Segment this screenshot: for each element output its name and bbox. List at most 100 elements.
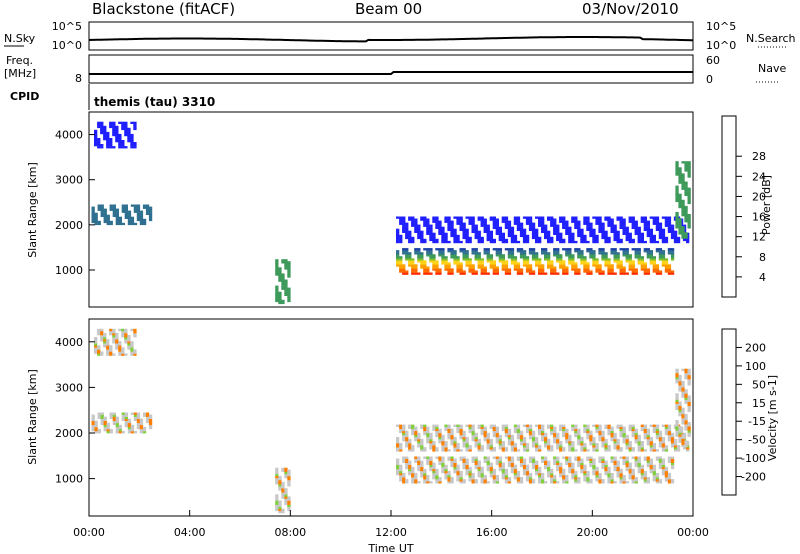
data-cell <box>528 456 533 459</box>
data-cell <box>652 449 656 452</box>
data-cell <box>414 477 418 480</box>
nave-top-tick: 60 <box>706 54 720 67</box>
data-cell <box>489 262 493 265</box>
data-cell <box>525 238 530 242</box>
data-cell <box>684 426 688 429</box>
data-cell <box>432 240 436 244</box>
data-cell <box>396 464 400 468</box>
data-cell <box>133 208 138 211</box>
data-cell <box>592 228 596 231</box>
data-cell <box>121 210 125 213</box>
data-cell <box>103 133 107 137</box>
data-cell <box>519 479 524 482</box>
data-cell <box>471 272 475 275</box>
data-cell <box>631 268 635 271</box>
data-cell <box>592 424 596 427</box>
data-cell <box>516 424 521 427</box>
data-cell <box>655 250 660 253</box>
data-cell <box>405 441 409 444</box>
data-cell <box>483 475 487 478</box>
data-cell <box>616 470 620 474</box>
data-cell <box>444 260 448 263</box>
data-cell <box>417 226 421 229</box>
data-cell <box>287 477 291 481</box>
data-cell <box>133 123 137 126</box>
data-cell <box>453 470 457 474</box>
data-cell <box>447 250 451 253</box>
data-cell <box>562 266 566 269</box>
data-cell <box>462 272 466 275</box>
data-cell <box>480 445 484 448</box>
data-cell <box>432 475 436 478</box>
data-cell <box>399 449 403 452</box>
data-cell <box>655 226 660 229</box>
data-cell <box>124 214 128 217</box>
data-cell <box>435 224 439 227</box>
data-cell <box>547 232 551 235</box>
data-cell <box>525 266 530 269</box>
data-cell <box>275 504 279 507</box>
data-cell <box>468 445 472 448</box>
data-cell <box>661 262 666 265</box>
data-cell <box>592 240 596 244</box>
data-cell <box>646 430 650 434</box>
data-cell <box>658 443 663 446</box>
data-cell <box>124 330 128 334</box>
data-cell <box>498 230 502 233</box>
data-cell <box>471 250 475 253</box>
data-cell <box>417 481 421 484</box>
data-cell <box>456 426 460 429</box>
data-cell <box>673 234 678 238</box>
data-cell <box>456 236 460 240</box>
colorbar-tick-label: 12 <box>752 231 766 244</box>
data-cell <box>607 449 611 452</box>
data-cell <box>284 475 288 479</box>
data-cell <box>441 436 445 440</box>
data-cell <box>522 228 527 231</box>
data-cell <box>432 266 436 269</box>
data-cell <box>459 216 463 219</box>
data-cell <box>402 436 406 440</box>
data-cell <box>109 206 113 209</box>
data-cell <box>94 140 98 143</box>
data-cell <box>504 248 509 251</box>
data-cell <box>684 205 688 209</box>
data-cell <box>513 222 518 225</box>
data-cell <box>435 475 439 478</box>
data-cell <box>486 238 490 242</box>
data-cell <box>544 234 548 238</box>
data-cell <box>547 438 551 442</box>
data-cell <box>417 254 421 257</box>
data-cell <box>91 428 95 432</box>
data-cell <box>601 436 605 440</box>
data-cell <box>112 121 116 124</box>
data-cell <box>684 376 688 380</box>
data-cell <box>577 256 581 259</box>
data-cell <box>684 187 688 190</box>
freq-label: Freq. <box>6 54 33 67</box>
data-cell <box>97 125 101 129</box>
data-cell <box>613 436 617 440</box>
data-cell <box>423 424 427 427</box>
data-cell <box>664 260 669 263</box>
data-cell <box>507 428 512 432</box>
data-cell <box>414 250 418 253</box>
data-cell <box>607 472 611 476</box>
data-cell <box>634 270 638 273</box>
data-cell <box>438 220 442 223</box>
y-tick-label: 4000 <box>55 129 83 142</box>
data-cell <box>652 220 656 223</box>
data-cell <box>652 258 656 261</box>
data-cell <box>577 250 581 253</box>
data-cell <box>525 216 530 219</box>
data-cell <box>504 238 509 242</box>
data-cell <box>411 268 415 271</box>
data-cell <box>619 479 623 482</box>
data-cell <box>664 240 669 244</box>
data-cell <box>426 456 430 459</box>
data-cell <box>667 272 672 275</box>
data-cell <box>670 232 675 235</box>
data-cell <box>483 456 487 459</box>
data-cell <box>450 430 454 434</box>
data-cell <box>664 430 669 434</box>
